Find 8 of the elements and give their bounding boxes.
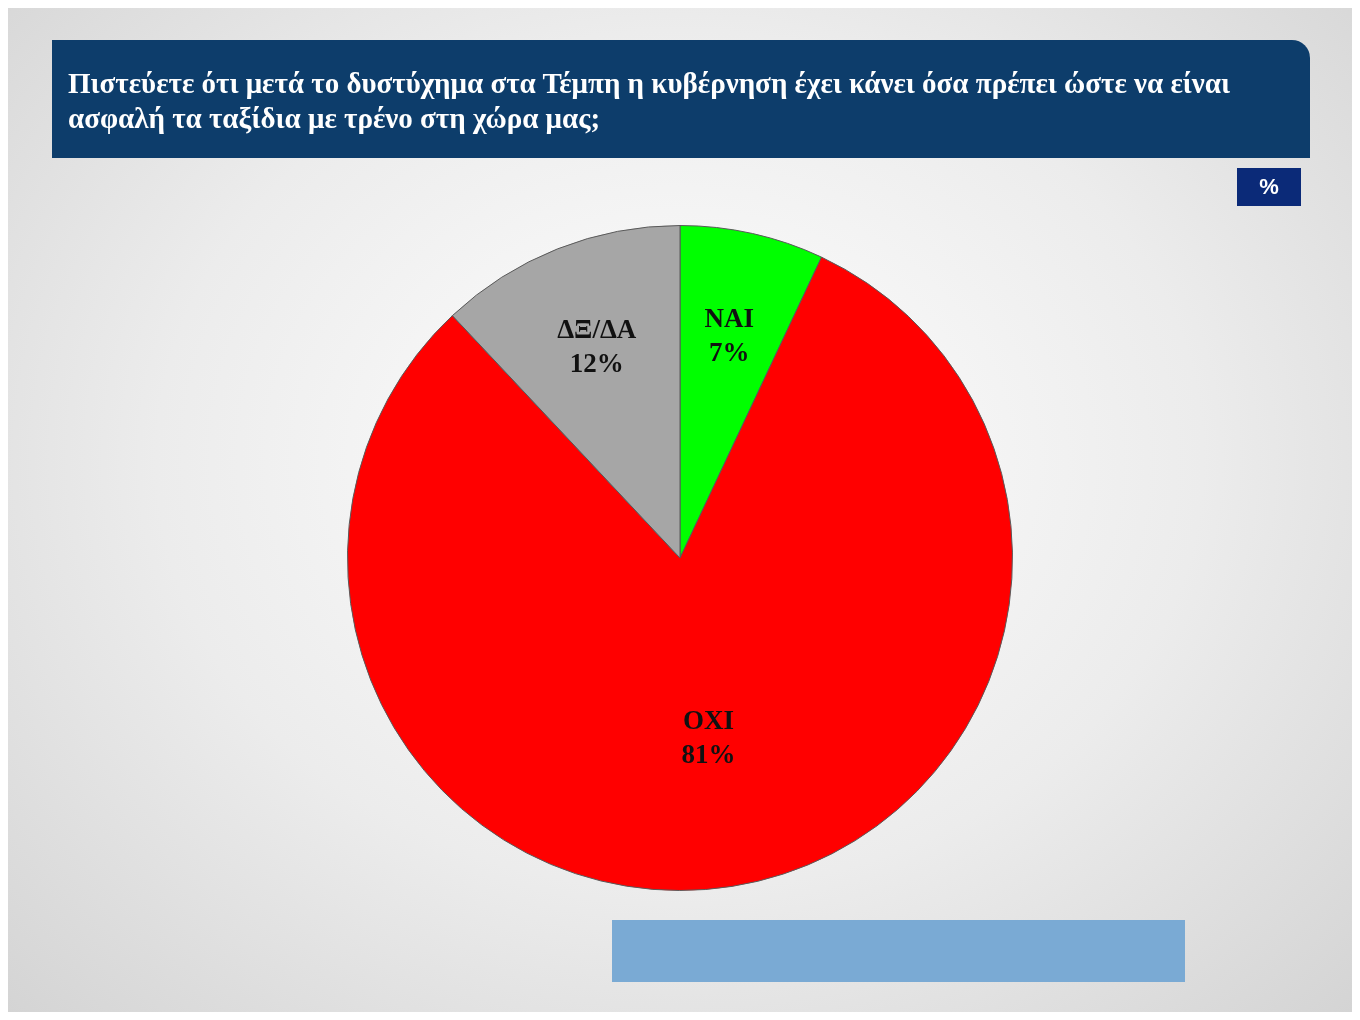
data-label: 7% — [709, 337, 750, 368]
data-label: 81% — [681, 738, 736, 769]
text: % — [1237, 168, 1301, 206]
slice-label: ΟΧΙ — [683, 704, 735, 735]
data-label: 12% — [569, 347, 624, 378]
chart-title: Πιστεύετε ότι μετά το δυστύχημα στα Τέμπη η κυβέρνηση έχει κάνει όσα πρέπει ώστε να είναι ασφαλή τα ταξίδια με τρένο στη χώρα μας; — [68, 66, 1231, 136]
slice-label: ΝΑΙ — [704, 303, 755, 334]
slice-label: ΔΞ/ΔΑ — [557, 313, 637, 344]
